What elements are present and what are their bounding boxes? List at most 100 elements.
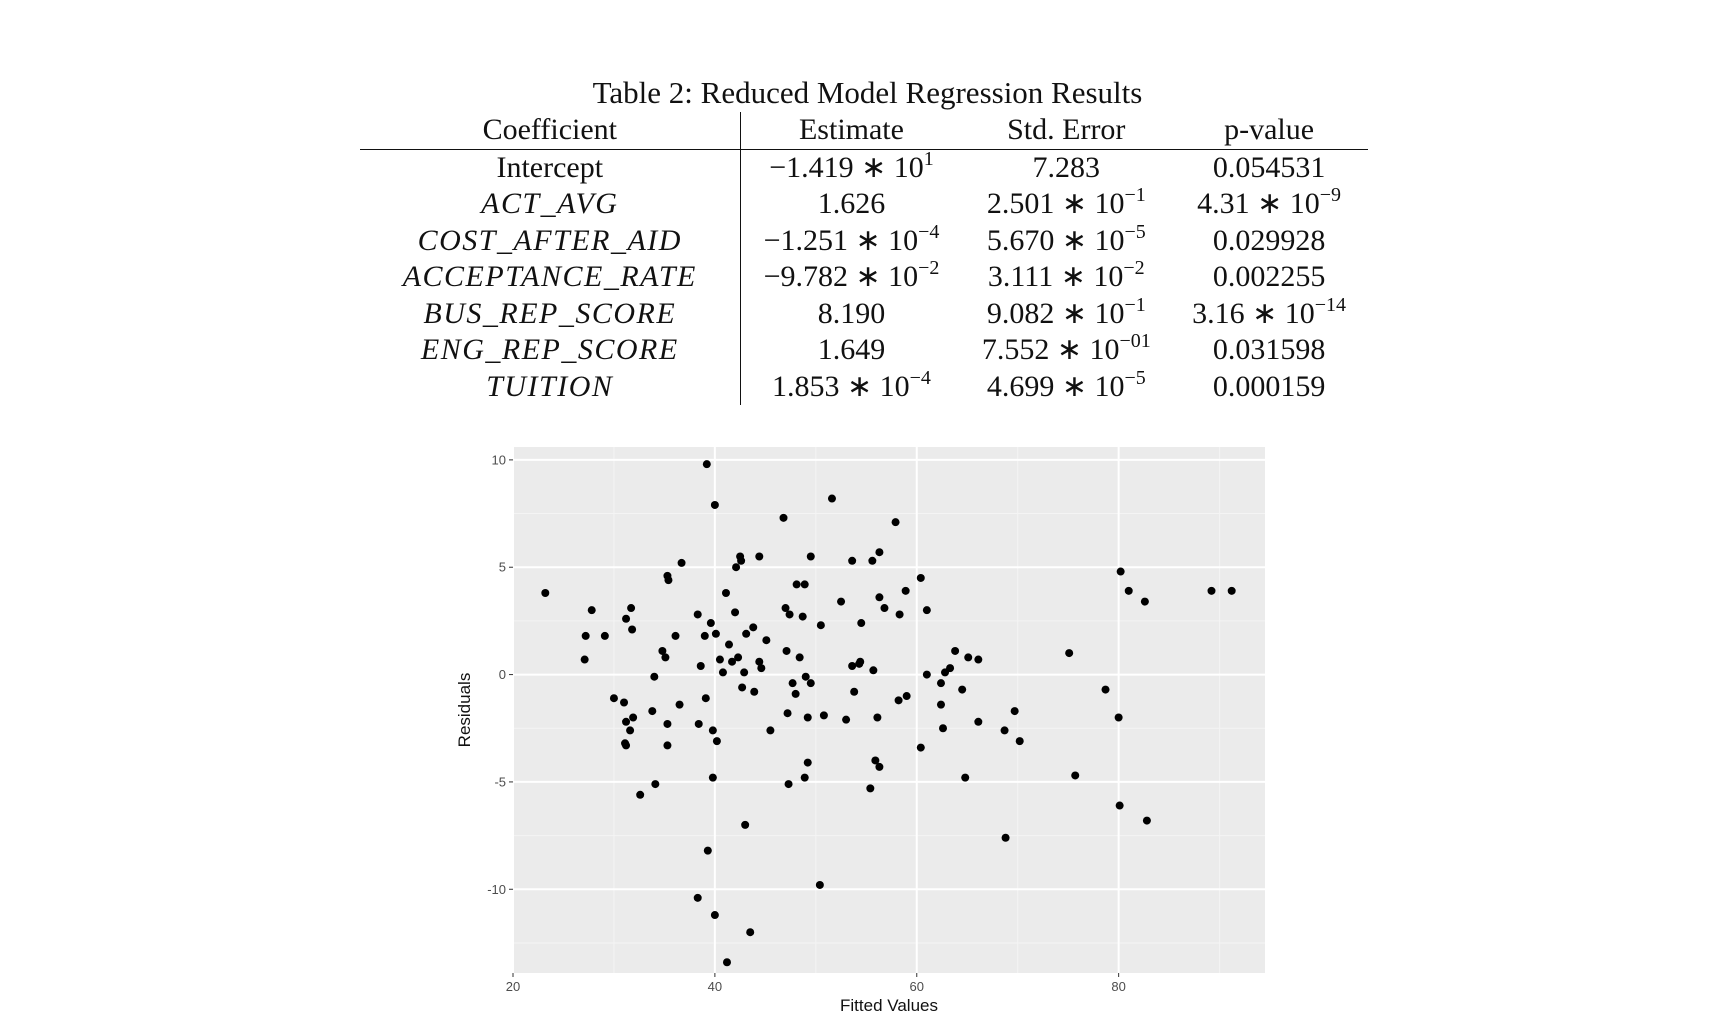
x-tick-label: 80: [1111, 979, 1125, 994]
data-point: [880, 604, 889, 613]
data-point: [721, 588, 730, 597]
estimate-mantissa: 1.626: [817, 187, 886, 220]
data-point: [627, 604, 636, 613]
data-point: [875, 762, 884, 771]
data-point: [740, 668, 749, 677]
y-axis-title: Residuals: [455, 673, 474, 748]
data-point: [715, 655, 724, 664]
data-point: [946, 664, 955, 673]
data-point: [1015, 737, 1024, 746]
estimate-exponent: 1: [923, 147, 934, 170]
data-point: [895, 610, 904, 619]
data-point: [1140, 597, 1149, 606]
data-point: [922, 606, 931, 615]
data-point: [1065, 649, 1074, 658]
estimate-cell: −1.419 ∗ 101: [740, 149, 962, 186]
data-point: [600, 631, 609, 640]
data-point: [706, 619, 715, 628]
data-point: [1227, 586, 1236, 595]
p-value-mantissa: 0.054531: [1212, 150, 1326, 184]
data-point: [1071, 771, 1080, 780]
p-value-cell: 3.16 ∗ 10−14: [1170, 293, 1368, 333]
data-point: [1207, 586, 1216, 595]
data-point: [711, 629, 720, 638]
data-point: [951, 646, 960, 655]
data-point: [749, 623, 758, 632]
p-value-mantissa: 3.16 ∗ 10: [1192, 296, 1315, 330]
data-point: [675, 700, 684, 709]
data-point: [1114, 713, 1123, 722]
data-point: [1124, 586, 1133, 595]
data-point: [800, 580, 809, 589]
data-point: [718, 668, 727, 677]
y-tick-label: -10: [487, 882, 506, 897]
p-value-cell: 0.054531: [1170, 149, 1368, 186]
std-error-cell: 2.501 ∗ 10−1: [962, 185, 1170, 223]
data-point: [1142, 816, 1151, 825]
data-point: [766, 726, 775, 735]
table-row: BUS_REP_SCORE 8.190 9.082 ∗ 10−1 3.16 ∗ 10−…: [360, 293, 1368, 333]
x-tick-label: 40: [708, 979, 722, 994]
data-point: [741, 820, 750, 829]
data-point: [728, 657, 737, 666]
data-point: [750, 687, 759, 696]
data-point: [702, 460, 711, 469]
plot-panel: [513, 447, 1265, 973]
data-point: [693, 610, 702, 619]
data-point: [857, 619, 866, 628]
data-point: [961, 773, 970, 782]
std-error-mantissa: 7.552 ∗ 10: [981, 333, 1120, 366]
data-point: [663, 741, 672, 750]
data-point: [974, 655, 983, 664]
data-point: [725, 640, 734, 649]
data-point: [784, 780, 793, 789]
p-value-exponent: −14: [1314, 293, 1347, 316]
std-error-mantissa: 5.670 ∗ 10: [986, 223, 1125, 257]
table-caption: Table 2: Reduced Model Regression Result…: [592, 75, 1143, 110]
regression-table: Coefficient Estimate Std. Error p-value …: [360, 112, 1368, 405]
std-error-mantissa: 3.111 ∗ 10: [987, 260, 1124, 293]
data-point: [803, 713, 812, 722]
data-point: [701, 694, 710, 703]
p-value-mantissa: 0.029928: [1212, 223, 1326, 257]
coefficient-name: TUITION: [360, 368, 741, 405]
data-point: [622, 741, 631, 750]
data-point: [734, 653, 743, 662]
data-point: [901, 586, 910, 595]
data-point: [837, 597, 846, 606]
data-point: [629, 713, 638, 722]
p-value-mantissa: 0.031598: [1212, 333, 1326, 366]
std-error-mantissa: 9.082 ∗ 10: [986, 296, 1125, 330]
data-point: [798, 612, 807, 621]
std-error-exponent: −1: [1124, 293, 1146, 316]
data-point: [762, 636, 771, 645]
data-point: [700, 631, 709, 640]
std-error-mantissa: 7.283: [1032, 150, 1101, 184]
p-value-cell: 0.031598: [1170, 332, 1368, 369]
data-point: [795, 653, 804, 662]
data-point: [819, 711, 828, 720]
data-point: [1116, 567, 1125, 576]
data-point: [708, 726, 717, 735]
data-point: [916, 743, 925, 752]
data-point: [964, 653, 973, 662]
std-error-exponent: −01: [1119, 330, 1151, 352]
estimate-cell: 8.190: [740, 296, 962, 333]
data-point: [620, 698, 629, 707]
data-point: [958, 685, 967, 694]
data-point: [757, 664, 766, 673]
table-row: ENG_REP_SCORE 1.649 7.552 ∗ 10−01 0.031598: [360, 330, 1368, 369]
data-point: [850, 687, 859, 696]
data-point: [868, 556, 877, 565]
std-error-cell: 9.082 ∗ 10−1: [962, 293, 1170, 333]
data-point: [587, 606, 596, 615]
data-point: [842, 715, 851, 724]
std-error-exponent: −5: [1124, 366, 1146, 389]
data-point: [779, 513, 788, 522]
table-row: COST_AFTER_AID −1.251 ∗ 10−4 5.670 ∗ 10−5 0…: [360, 222, 1368, 259]
data-point: [856, 657, 865, 666]
data-point: [781, 604, 790, 613]
data-point: [806, 679, 815, 688]
data-point: [651, 780, 660, 789]
